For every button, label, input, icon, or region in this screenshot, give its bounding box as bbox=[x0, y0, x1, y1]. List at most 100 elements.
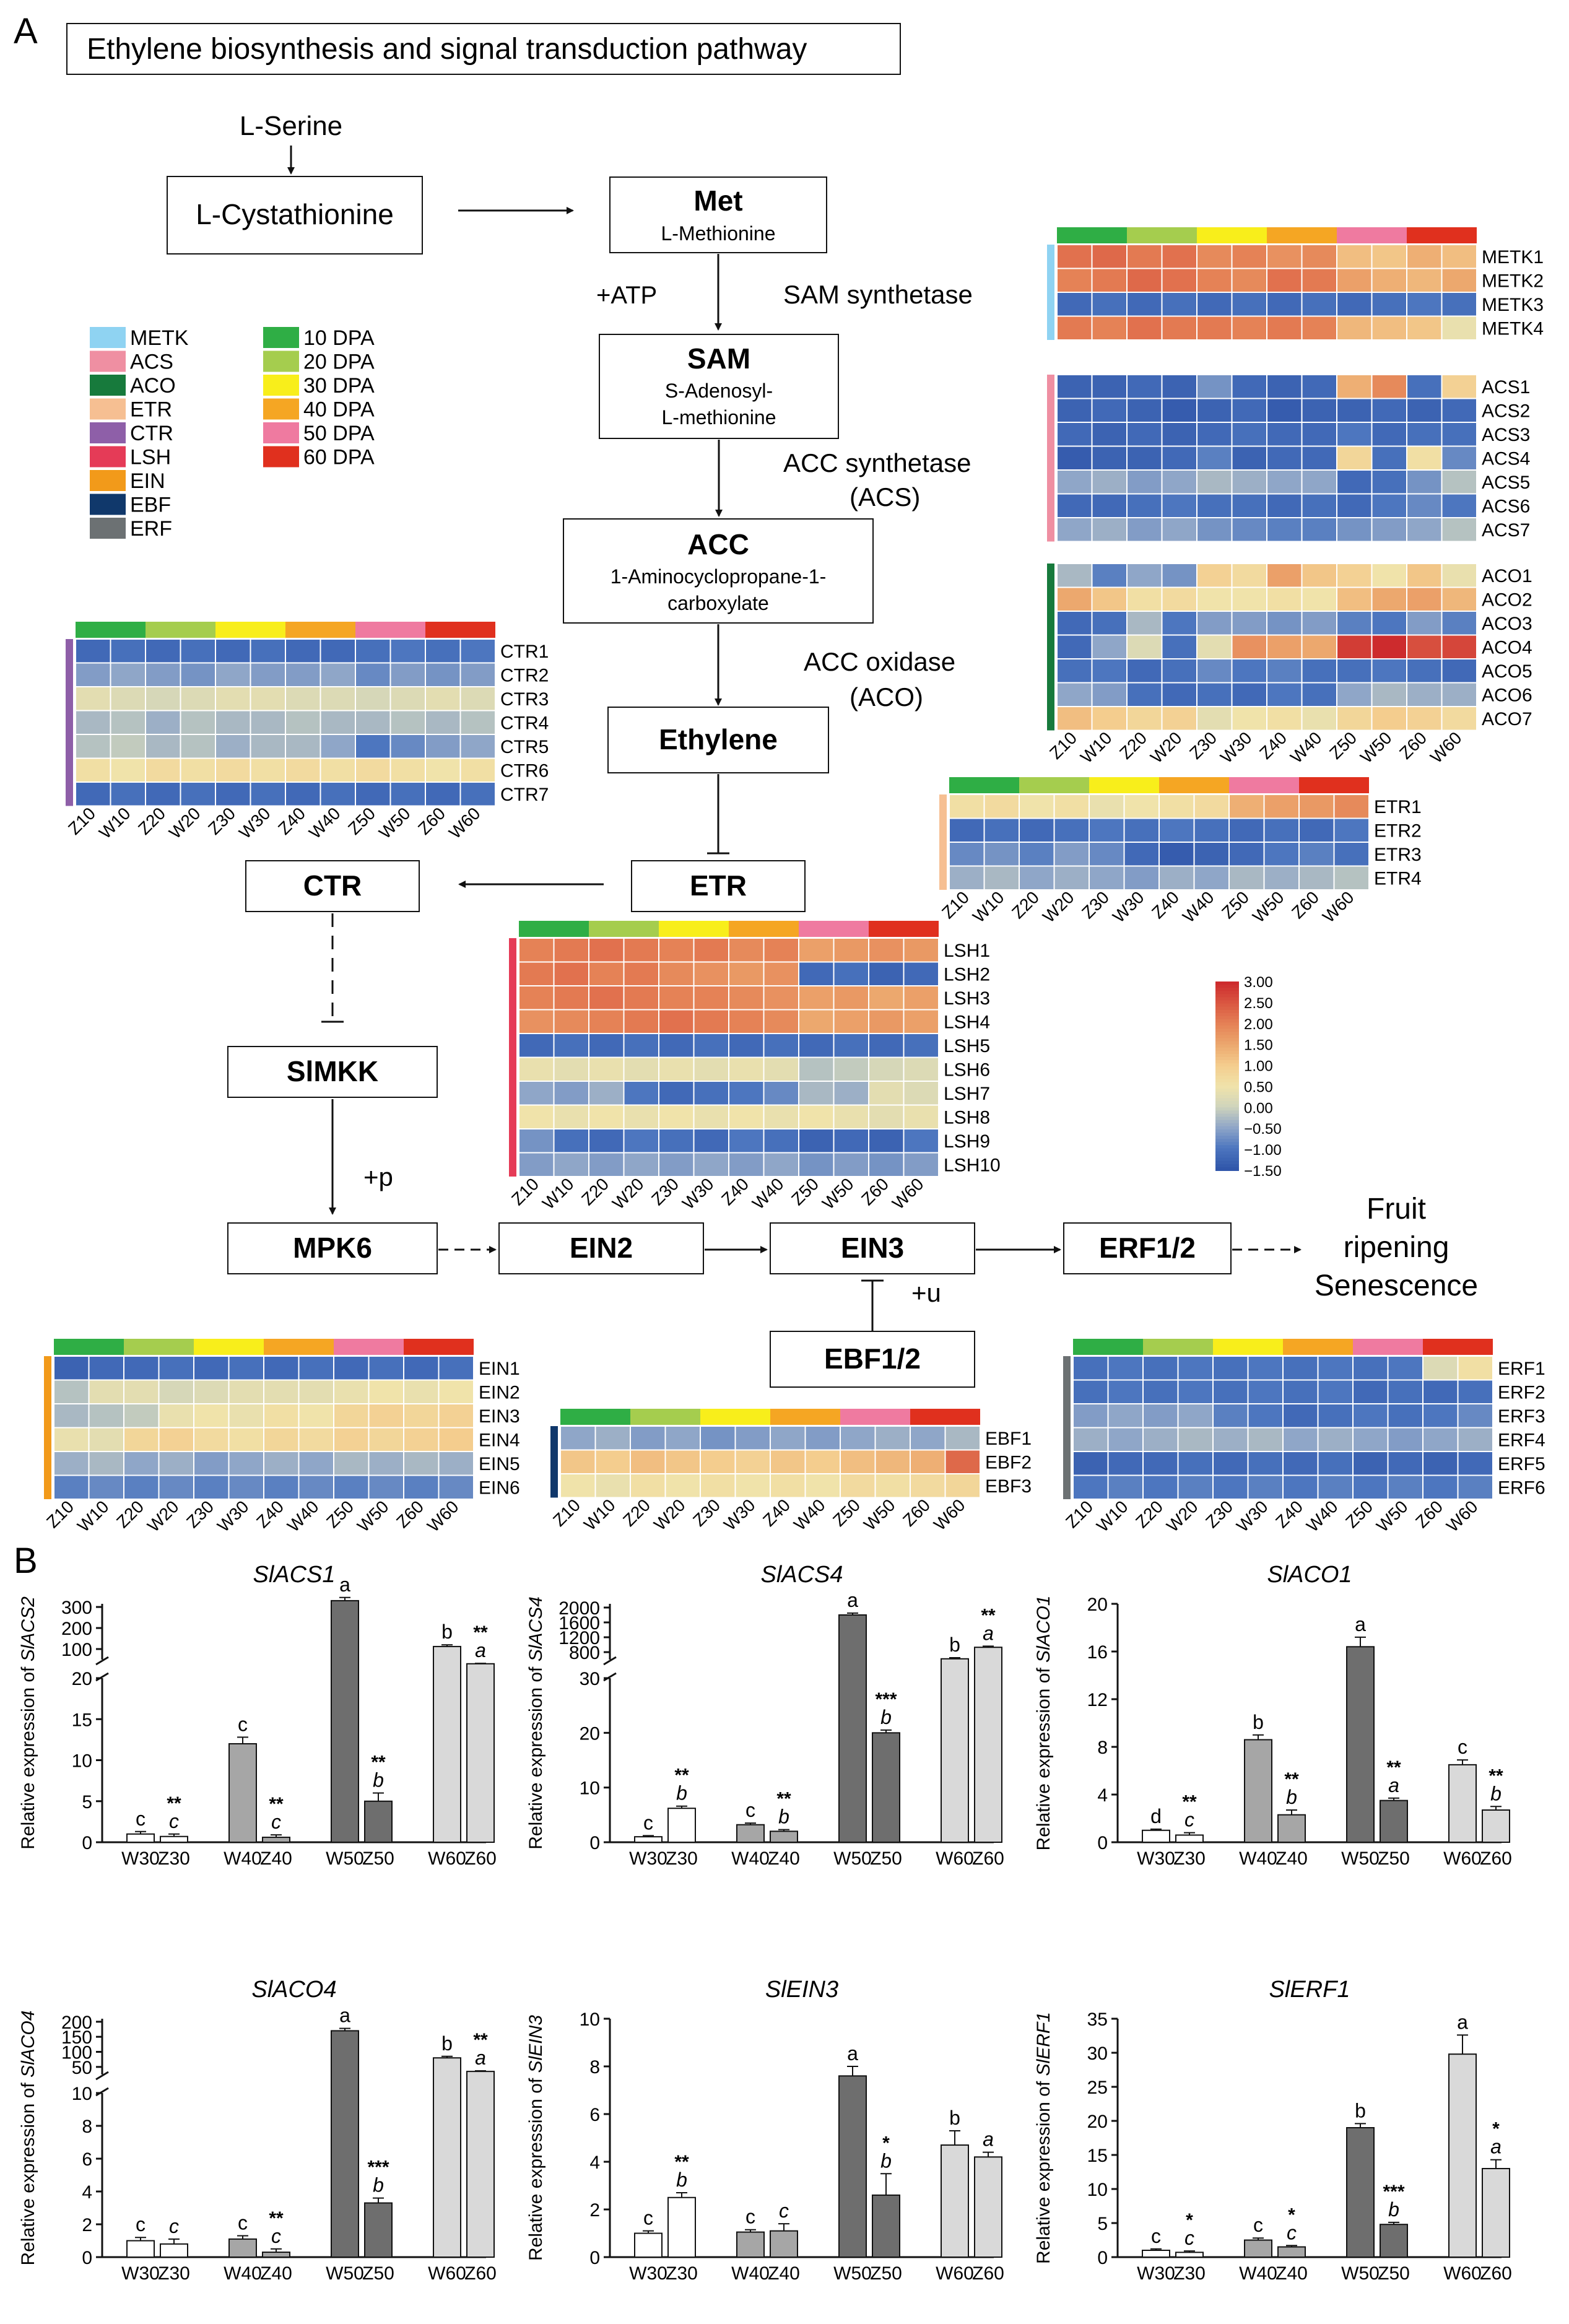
stage-band-metk-6 bbox=[1407, 227, 1477, 243]
heatmap-cell bbox=[1406, 374, 1443, 399]
heatmap-cell bbox=[75, 638, 111, 664]
node-box-sam bbox=[599, 334, 839, 439]
heatmap-cell bbox=[553, 1009, 589, 1034]
heatmap-cell bbox=[560, 1449, 596, 1474]
heatmap-cell bbox=[1231, 469, 1267, 495]
colorbar-step bbox=[1215, 1060, 1239, 1064]
heatmap-cell bbox=[1441, 586, 1477, 612]
sample-label: W60 bbox=[930, 1495, 969, 1534]
heatmap-cell bbox=[1406, 422, 1443, 447]
heatmap-cell bbox=[1126, 634, 1163, 659]
y-tick-label: 800 bbox=[569, 1643, 600, 1663]
heatmap-cell bbox=[763, 1056, 799, 1082]
heatmap-cell bbox=[1193, 865, 1230, 890]
heatmap-cell bbox=[228, 1356, 264, 1381]
heatmap-cell bbox=[1406, 244, 1443, 269]
node-erf12: ERF1/2 bbox=[1099, 1232, 1196, 1264]
heatmap-cell bbox=[1056, 244, 1093, 269]
gene-label-ein3: EIN3 bbox=[479, 1406, 520, 1427]
heatmap-cell bbox=[1387, 1356, 1423, 1381]
sample-label: W30 bbox=[679, 1174, 718, 1213]
heatmap-cell bbox=[874, 1473, 911, 1499]
y-tick-label: 0 bbox=[1097, 1833, 1108, 1853]
heatmap-cell bbox=[1301, 315, 1337, 341]
significance-letter: b bbox=[880, 1706, 892, 1728]
heatmap-cell bbox=[518, 938, 555, 963]
colorbar-step bbox=[1215, 1003, 1239, 1008]
y-tick-label: 20 bbox=[1087, 1595, 1108, 1615]
heatmap-cell bbox=[1371, 682, 1407, 707]
heatmap-cell bbox=[1298, 794, 1335, 819]
stage-band-ebf-1 bbox=[560, 1409, 630, 1425]
heatmap-cell bbox=[1298, 865, 1335, 890]
sample-label: W20 bbox=[165, 804, 204, 843]
chart-slacs4: SlACS4 Relative expression of SlACS4 0 10 20… bbox=[526, 1562, 1004, 1869]
colorbar-step bbox=[1215, 1091, 1239, 1095]
heatmap-cell bbox=[1107, 1451, 1144, 1476]
sample-label: W30 bbox=[235, 804, 274, 843]
heatmap-cell bbox=[1123, 817, 1160, 843]
heatmap-cell bbox=[833, 1081, 869, 1106]
heatmap-cell bbox=[1301, 517, 1337, 542]
gene-label-erf3: ERF3 bbox=[1498, 1406, 1545, 1427]
heatmap-cell bbox=[833, 1033, 869, 1058]
heatmap-cell bbox=[693, 1152, 729, 1177]
heatmap-cell bbox=[763, 1104, 799, 1129]
colorbar-tick: −0.50 bbox=[1244, 1121, 1282, 1138]
significance-letter: c bbox=[169, 2215, 179, 2237]
gene-label-ein5: EIN5 bbox=[479, 1454, 520, 1474]
colorbar-step bbox=[1215, 1073, 1239, 1077]
bar-z60 bbox=[974, 2156, 1002, 2258]
x-tick-label: Z50 bbox=[870, 2263, 902, 2284]
heatmap-cell bbox=[658, 1081, 695, 1106]
y-tick-label: 15 bbox=[1087, 2146, 1108, 2166]
heatmap-cell bbox=[1089, 842, 1125, 867]
stage-band-lsh-6 bbox=[869, 921, 939, 937]
heatmap-cell bbox=[228, 1427, 264, 1452]
heatmap-cell bbox=[1333, 842, 1370, 867]
sample-label: Z50 bbox=[1326, 728, 1360, 763]
significance-stars: ** bbox=[674, 1765, 689, 1786]
colorbar-step bbox=[1215, 1098, 1239, 1102]
heatmap-cell bbox=[53, 1403, 90, 1429]
heatmap-cell bbox=[1161, 611, 1197, 636]
significance-letter: a bbox=[847, 1589, 858, 1611]
gene-label-etr3: ETR3 bbox=[1374, 845, 1422, 865]
stage-band-ebf-5 bbox=[840, 1409, 910, 1425]
heatmap-cell bbox=[1406, 292, 1443, 317]
heatmap-cell bbox=[1056, 268, 1093, 293]
heatmap-cell bbox=[1126, 315, 1163, 341]
colorbar-tick: 0.00 bbox=[1244, 1100, 1273, 1116]
sample-label: W40 bbox=[790, 1495, 829, 1534]
heatmap-cell bbox=[333, 1427, 370, 1452]
heatmap-cell bbox=[763, 938, 799, 963]
bar-w60 bbox=[1448, 2053, 1477, 2258]
heatmap-cell bbox=[903, 985, 939, 1011]
heatmap-cell bbox=[1231, 422, 1267, 447]
heatmap-cell bbox=[285, 638, 321, 664]
heatmap-cell bbox=[623, 985, 659, 1011]
heatmap-cell bbox=[1371, 634, 1407, 659]
heatmap-cell bbox=[215, 710, 251, 735]
heatmap-cell bbox=[1231, 493, 1267, 518]
heatmap-cell bbox=[1019, 842, 1055, 867]
heatmap-cell bbox=[1212, 1403, 1249, 1429]
heatmap-cell bbox=[910, 1473, 946, 1499]
x-tick-label: Z60 bbox=[972, 2263, 1004, 2284]
heatmap-cell bbox=[215, 638, 251, 664]
heatmap-cell bbox=[1056, 706, 1093, 731]
heatmap-cell bbox=[193, 1451, 230, 1476]
heatmap-cell bbox=[623, 961, 659, 986]
heatmap-cell bbox=[1056, 517, 1093, 542]
gene-label-ebf2: EBF2 bbox=[985, 1453, 1032, 1473]
significance-letter: a bbox=[1355, 1613, 1366, 1635]
heatmap-cell bbox=[1231, 563, 1267, 588]
heatmap-cell bbox=[1263, 794, 1300, 819]
colorbar-step bbox=[1215, 997, 1239, 1001]
heatmap-cell bbox=[88, 1474, 124, 1500]
heatmap-cell bbox=[658, 938, 695, 963]
heatmap-cell bbox=[88, 1356, 124, 1381]
heatmap-cell bbox=[588, 961, 625, 986]
heatmap-cell bbox=[1056, 445, 1093, 471]
bar-z40 bbox=[1277, 2246, 1306, 2258]
